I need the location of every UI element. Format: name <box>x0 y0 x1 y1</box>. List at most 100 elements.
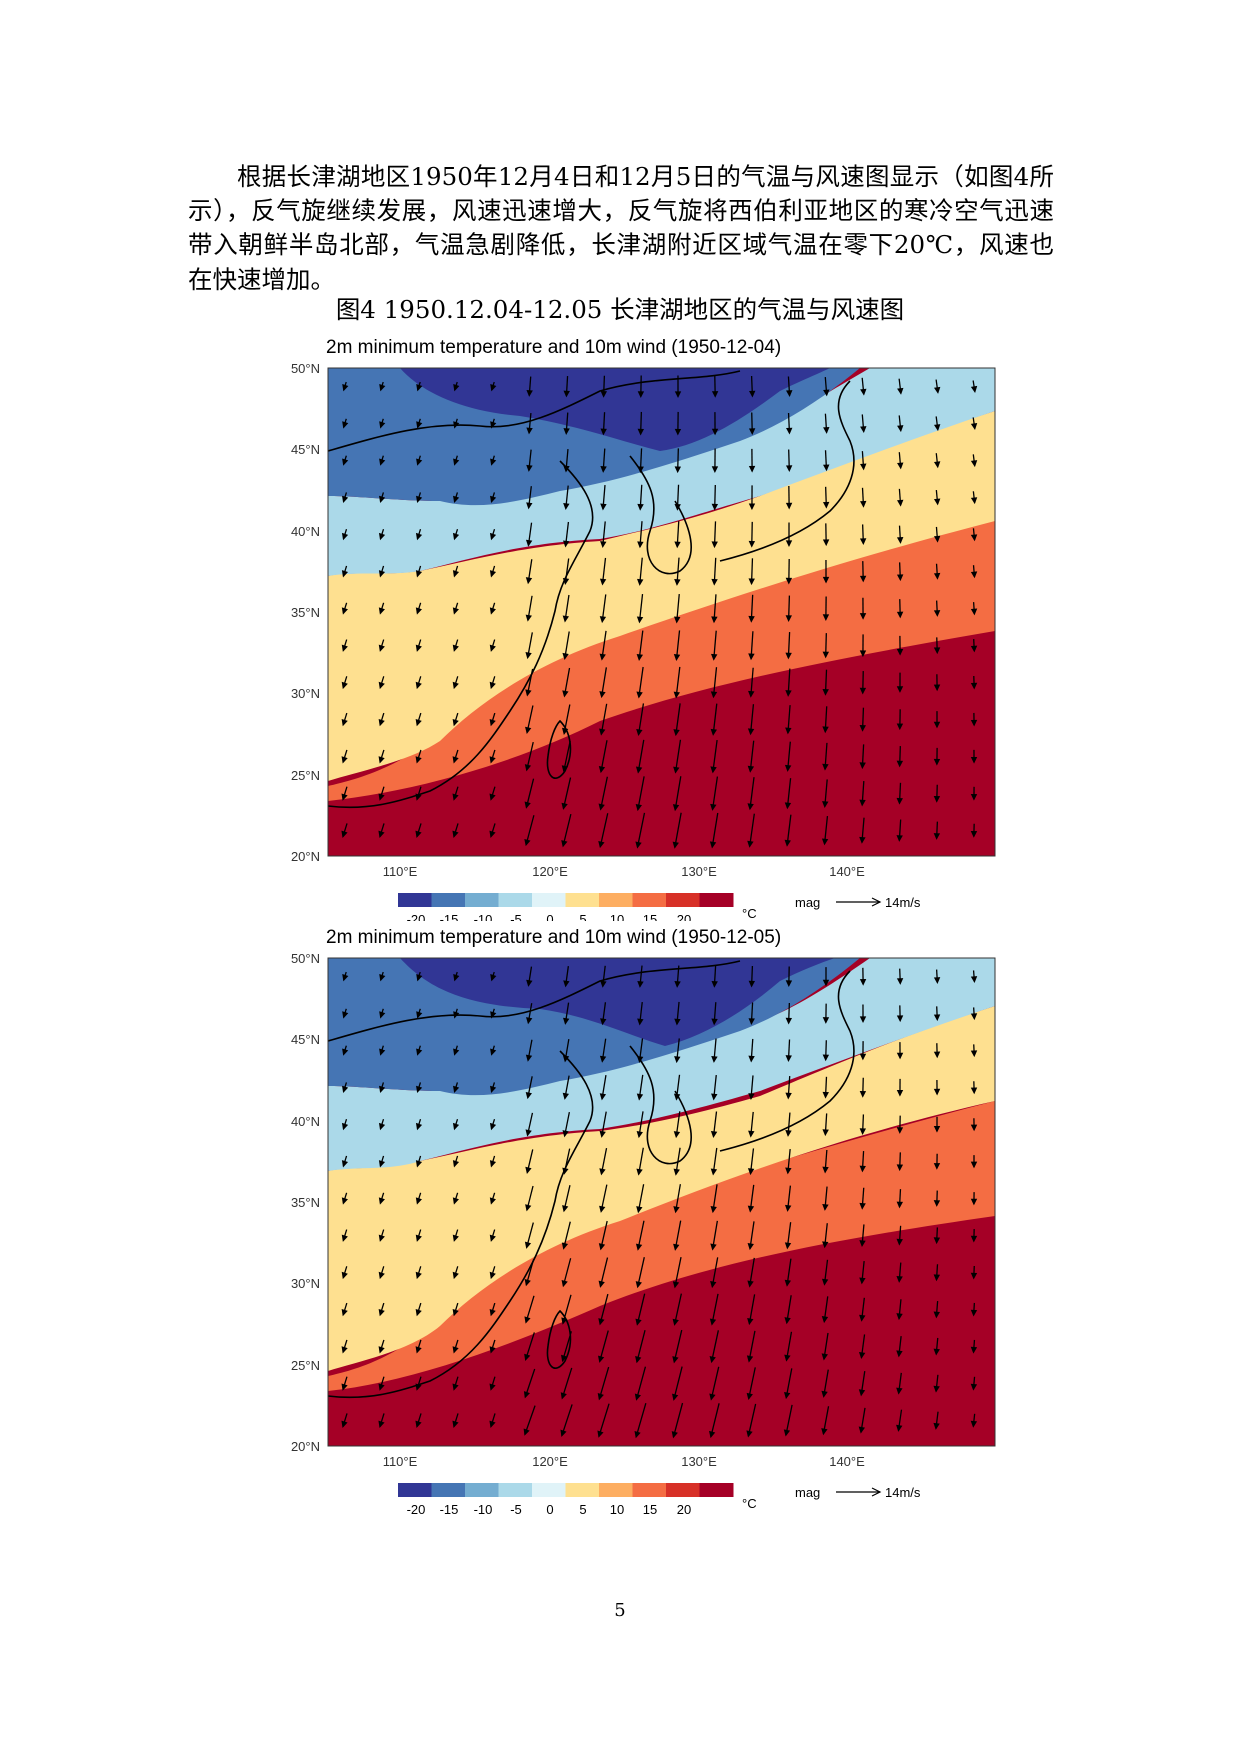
wind-arrow-head <box>860 426 867 434</box>
wind-arrow-head <box>525 689 532 697</box>
wind-arrow-head <box>341 681 348 690</box>
wind-arrow-head <box>378 532 386 541</box>
wind-arrow-head <box>897 387 904 395</box>
wind-arrow-head <box>561 802 568 810</box>
wind-arrow-head <box>821 1278 829 1286</box>
wind-arrow-head <box>525 726 532 734</box>
wind-arrow-head <box>562 652 569 660</box>
wind-arrow-head <box>378 1160 386 1168</box>
wind-arrow-head <box>784 1279 792 1287</box>
x-tick: 130°E <box>681 1454 717 1469</box>
wind-arrow-head <box>970 1383 978 1391</box>
wind-arrow-head <box>710 728 717 736</box>
wind-arrow-head <box>970 422 978 431</box>
wind-arrow-head <box>342 421 349 429</box>
wind-arrow-head <box>748 1093 755 1101</box>
wind-arrow-head <box>378 644 385 652</box>
wind-arrow-head <box>452 1197 459 1205</box>
wind-arrow-head <box>747 1243 754 1251</box>
wind-arrow-head <box>710 1243 717 1251</box>
wind-arrow-head <box>563 465 570 473</box>
wind-arrow-head <box>821 838 829 846</box>
wind-arrow-head <box>489 1383 496 1391</box>
wind-arrow-head <box>598 1280 605 1288</box>
wind-arrow-head <box>784 1354 791 1362</box>
wind-arrow-head <box>671 1431 678 1439</box>
wind-arrow-head <box>598 1318 605 1326</box>
wind-arrow-head <box>748 653 755 661</box>
wind-arrow-head <box>524 1353 531 1362</box>
wind-arrow-head <box>636 1093 644 1101</box>
wind-arrow-head <box>378 1234 385 1242</box>
wind-arrow-head <box>970 534 978 542</box>
wind-arrow-head <box>748 428 756 436</box>
wind-arrow-head <box>822 689 829 696</box>
wind-arrow-head <box>933 1274 941 1282</box>
wind-arrow-head <box>378 1197 385 1205</box>
wind-arrow-head <box>934 386 941 394</box>
wind-arrow-head <box>783 1429 791 1437</box>
colorbar-swatch <box>565 893 600 907</box>
wind-arrow-head <box>933 647 941 655</box>
wind-arrow-head <box>822 726 829 734</box>
wind-arrow-head <box>599 728 606 736</box>
wind-arrow-head <box>711 541 718 549</box>
wind-arrow-head <box>822 576 830 584</box>
wind-arrow-head <box>970 571 978 579</box>
wind-arrow-head <box>637 1018 644 1026</box>
y-tick: 40°N <box>291 524 320 539</box>
wind-arrow-head <box>525 577 533 585</box>
wind-arrow-head <box>489 1420 496 1428</box>
wind-arrow-head <box>562 615 569 623</box>
wind-arrow-head <box>600 980 607 988</box>
x-tick: 130°E <box>681 864 717 879</box>
wind-arrow-head <box>933 535 941 543</box>
wind-arrow-head <box>378 607 385 615</box>
wind-arrow-head <box>897 499 904 507</box>
wind-arrow-head <box>523 1391 530 1399</box>
wind-arrow-head <box>489 570 497 578</box>
wind-arrow-head <box>933 1014 941 1022</box>
wind-arrow-head <box>785 577 793 585</box>
wind-arrow <box>675 703 681 735</box>
wind-arrow-head <box>822 651 830 659</box>
wind-arrow <box>562 777 572 809</box>
wind-arrow-head <box>748 980 756 988</box>
wind-arrow-head <box>673 1093 681 1101</box>
wind-key-value: 14m/s <box>885 1485 921 1500</box>
wind-arrow <box>636 1293 646 1325</box>
wind-arrow-head <box>416 458 423 466</box>
wind-arrow-head <box>635 841 642 849</box>
wind-arrow-head <box>933 1163 941 1170</box>
wind-arrow-head <box>823 464 830 472</box>
legend-tick: 10 <box>610 912 624 921</box>
wind-arrow-head <box>859 613 867 620</box>
wind-arrow <box>674 776 682 810</box>
wind-arrow-head <box>416 1011 423 1019</box>
wind-arrow-head <box>896 1201 904 1209</box>
wind-arrow-head <box>970 460 978 468</box>
wind-arrow-head <box>859 1314 866 1322</box>
wind-arrow-head <box>490 495 497 504</box>
wind-arrow-head <box>342 974 349 982</box>
wind-arrow <box>599 1330 609 1362</box>
coastline <box>719 970 855 1152</box>
wind-arrow-head <box>785 465 793 472</box>
wind-arrow-head <box>416 421 423 429</box>
wind-arrow-head <box>858 1389 866 1397</box>
wind-arrow-head <box>859 799 866 807</box>
wind-arrow-head <box>563 428 570 435</box>
legend-tick: -5 <box>510 1502 522 1517</box>
wind-arrow-head <box>970 497 978 505</box>
legend-tick: -20 <box>407 912 426 921</box>
colorbar-swatch <box>666 893 700 907</box>
wind-arrow-head <box>598 840 605 849</box>
wind-arrow-head <box>784 764 792 772</box>
wind-arrow-head <box>672 1393 679 1401</box>
wind-arrow-head <box>415 570 423 578</box>
wind-arrow-head <box>822 1166 829 1174</box>
wind-arrow-head <box>748 390 756 398</box>
wind-arrow-head <box>672 1356 679 1364</box>
wind-arrow-head <box>970 831 978 838</box>
wind-arrow-head <box>785 1092 792 1100</box>
